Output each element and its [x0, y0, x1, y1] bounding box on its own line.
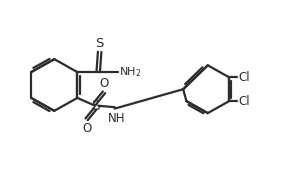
Text: O: O — [82, 122, 91, 134]
Text: O: O — [99, 77, 109, 90]
Text: NH: NH — [107, 112, 125, 125]
Text: Cl: Cl — [238, 95, 250, 108]
Text: Cl: Cl — [238, 71, 250, 84]
Text: S: S — [95, 37, 104, 50]
Text: NH$_2$: NH$_2$ — [119, 65, 142, 79]
Text: S: S — [91, 99, 100, 113]
